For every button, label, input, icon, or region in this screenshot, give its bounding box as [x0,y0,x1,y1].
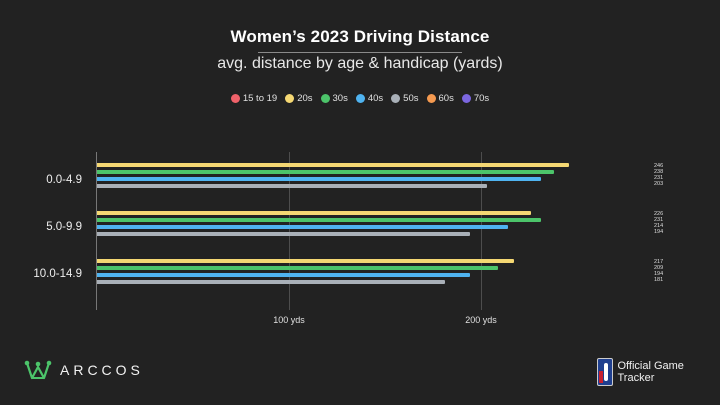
legend-item-20s[interactable]: 20s [285,93,313,104]
legend-dot-icon [461,94,471,103]
value-label: 246 [654,163,664,169]
title-divider [258,52,462,53]
legend-item-30s[interactable]: 30s [320,93,348,104]
value-label: 214 [654,223,664,229]
y-axis-line [96,152,97,310]
x-tick-label-200: 200 yds [465,315,497,325]
value-label: 203 [654,181,664,187]
group-label-5-9.9: 5.0-9.9 [46,221,82,233]
bar-0-4.9-40s [97,177,541,181]
value-label: 194 [654,271,664,277]
legend-item-70s[interactable]: 70s [461,93,490,104]
bar-5-9.9-50s [97,232,470,236]
bar-10-14.9-20s [97,259,514,263]
value-label: 231 [654,217,664,223]
legend-label: 70s [473,93,490,104]
value-labels-0-4.9: 246 238 231 203 [654,163,663,187]
bar-5-9.9-20s [97,211,531,215]
pga-tour-logo-icon [597,358,614,386]
legend-label: 15 to 19 [242,93,278,104]
legend-dot-icon [320,94,330,103]
brand-name: ARCCOS [60,362,144,378]
legend-label: 50s [403,93,419,104]
legend-dot-icon [426,94,436,103]
legend-label: 40s [367,93,384,104]
official-game-tracker-text: Official Game Tracker [617,360,684,384]
value-label: 231 [654,175,664,181]
bar-5-9.9-30s [97,218,541,222]
bar-10-14.9-50s [97,280,445,284]
legend: 15 to 19 20s 30s 40s 50s 60s 70s [0,93,720,104]
legend-label: 30s [332,93,348,104]
value-label: 238 [654,169,664,175]
bar-5-9.9-40s [97,225,508,229]
arccos-logo: ARCCOS [24,359,144,381]
group-label-0-4.9: 0.0-4.9 [46,174,82,186]
legend-item-40s[interactable]: 40s [355,93,384,104]
arccos-crown-icon [24,360,52,380]
value-label: 217 [654,259,664,265]
pga-tour-badge: Official Game Tracker [597,358,720,386]
bar-10-14.9-30s [97,266,498,270]
legend-dot-icon [391,94,401,103]
group-label-10-14.9: 10.0-14.9 [33,268,82,280]
value-label: 194 [654,229,664,235]
bar-0-4.9-20s [97,163,569,167]
legend-item-60s[interactable]: 60s [426,93,454,104]
legend-dot-icon [285,94,295,103]
value-labels-10-14.9: 217 209 194 181 [654,259,663,283]
value-label: 181 [654,277,664,283]
bar-0-4.9-30s [97,170,554,174]
legend-item-50s[interactable]: 50s [391,93,419,104]
gridline-100 [289,152,290,310]
legend-label: 60s [438,93,454,104]
legend-dot-icon [230,94,240,103]
bar-10-14.9-40s [97,273,470,277]
legend-label: 20s [297,93,313,104]
value-label: 209 [654,265,664,271]
legend-dot-icon [355,94,365,103]
legend-item-15-to-19[interactable]: 15 to 19 [230,93,278,104]
value-labels-5-9.9: 226 231 214 194 [654,211,663,235]
chart-subtitle: avg. distance by age & handicap (yards) [217,55,503,72]
x-tick-label-100: 100 yds [273,315,305,325]
bar-0-4.9-50s [97,184,487,188]
gridline-200 [481,152,482,310]
value-label: 226 [654,211,664,217]
chart-title: Women’s 2023 Driving Distance [230,27,490,46]
